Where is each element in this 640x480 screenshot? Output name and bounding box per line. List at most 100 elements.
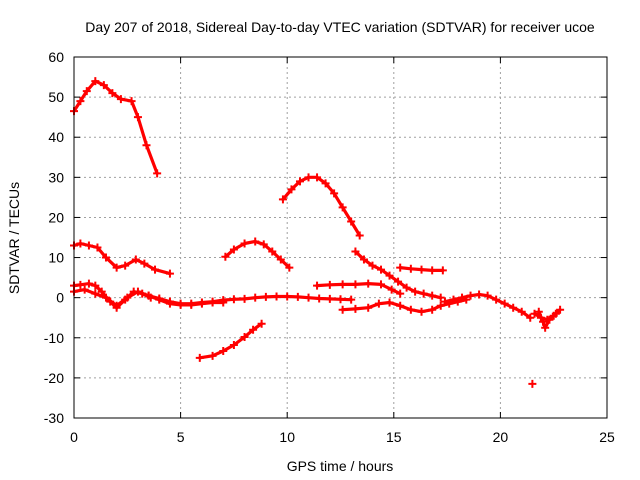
data-point [374, 299, 383, 308]
data-point [483, 291, 492, 300]
data-point [140, 259, 149, 268]
data-point [428, 305, 437, 314]
plot-data [70, 77, 565, 388]
data-point [99, 81, 108, 90]
data-point [387, 285, 396, 294]
data-point [153, 169, 162, 178]
data-point [436, 301, 445, 310]
data-point [295, 177, 304, 186]
y-tick-label: -10 [44, 330, 64, 346]
x-tick-label: 25 [599, 429, 615, 445]
y-tick-label: -30 [44, 410, 64, 426]
data-point [449, 295, 458, 304]
data-point [259, 240, 268, 249]
data-point [76, 97, 85, 106]
data-point [219, 347, 228, 356]
data-point [121, 261, 130, 270]
series-arc-7 [195, 319, 266, 362]
data-point [347, 295, 356, 304]
data-point [325, 280, 334, 289]
data-point [80, 285, 89, 294]
data-point [155, 294, 164, 303]
data-point [257, 319, 266, 328]
data-point [187, 299, 196, 308]
y-tick-label: -20 [44, 370, 64, 386]
data-point [313, 173, 322, 182]
data-point [144, 291, 153, 300]
data-point [276, 255, 285, 264]
data-point [347, 217, 356, 226]
series-arc-1 [70, 77, 162, 178]
data-point [436, 293, 445, 302]
series-arc-8 [278, 173, 364, 240]
data-point [359, 255, 368, 264]
data-point [545, 315, 554, 324]
data-point [84, 241, 93, 250]
data-point [151, 265, 160, 274]
data-point [417, 307, 426, 316]
data-point [385, 298, 394, 307]
data-point [133, 287, 142, 296]
data-point [251, 237, 260, 246]
data-point [131, 255, 140, 264]
data-point [325, 294, 334, 303]
data-point [355, 231, 364, 240]
isolated-points [528, 379, 537, 388]
data-point [240, 239, 249, 248]
series-arc-2 [70, 239, 174, 278]
data-point [249, 325, 258, 334]
series-line [281, 175, 362, 238]
data-point [368, 261, 377, 270]
data-point [91, 289, 100, 298]
x-tick-label: 20 [493, 429, 509, 445]
data-point [466, 291, 475, 300]
series-arc-15 [534, 307, 560, 332]
x-axis-label: GPS time / hours [287, 458, 394, 474]
data-point [377, 280, 386, 289]
data-point [417, 265, 426, 274]
data-point [304, 173, 313, 182]
data-point [509, 303, 518, 312]
data-point [541, 323, 550, 332]
data-point [208, 351, 217, 360]
data-point [438, 266, 447, 275]
data-point [402, 283, 411, 292]
data-point [229, 340, 238, 349]
data-point [127, 97, 136, 106]
data-point [283, 292, 292, 301]
data-point [351, 280, 360, 289]
data-point [321, 179, 330, 188]
data-point [338, 203, 347, 212]
data-point [406, 264, 415, 273]
data-point [530, 309, 539, 318]
data-point [364, 279, 373, 288]
data-point [338, 305, 347, 314]
data-point [229, 245, 238, 254]
data-point [428, 266, 437, 275]
series-arc-6 [221, 237, 294, 272]
data-point [116, 95, 125, 104]
data-point [101, 253, 110, 262]
data-point [336, 295, 345, 304]
data-point [394, 277, 403, 286]
data-point [304, 293, 313, 302]
x-tick-label: 15 [386, 429, 402, 445]
data-point [221, 252, 230, 261]
y-tick-label: 0 [56, 290, 64, 306]
data-point [440, 297, 449, 306]
x-tick-label: 10 [279, 429, 295, 445]
data-point [351, 247, 360, 256]
y-tick-label: 40 [48, 129, 64, 145]
data-point [406, 305, 415, 314]
data-point [268, 247, 277, 256]
data-point [315, 294, 324, 303]
data-point [293, 292, 302, 301]
data-point [108, 89, 117, 98]
axis-ticks: 0 5 10 15 20 25 -30 -20 -10 0 10 20 30 40 50 60 [44, 49, 615, 445]
data-point [261, 292, 270, 301]
data-point [195, 353, 204, 362]
data-point [330, 189, 339, 198]
data-point [377, 265, 386, 274]
data-point [364, 303, 373, 312]
